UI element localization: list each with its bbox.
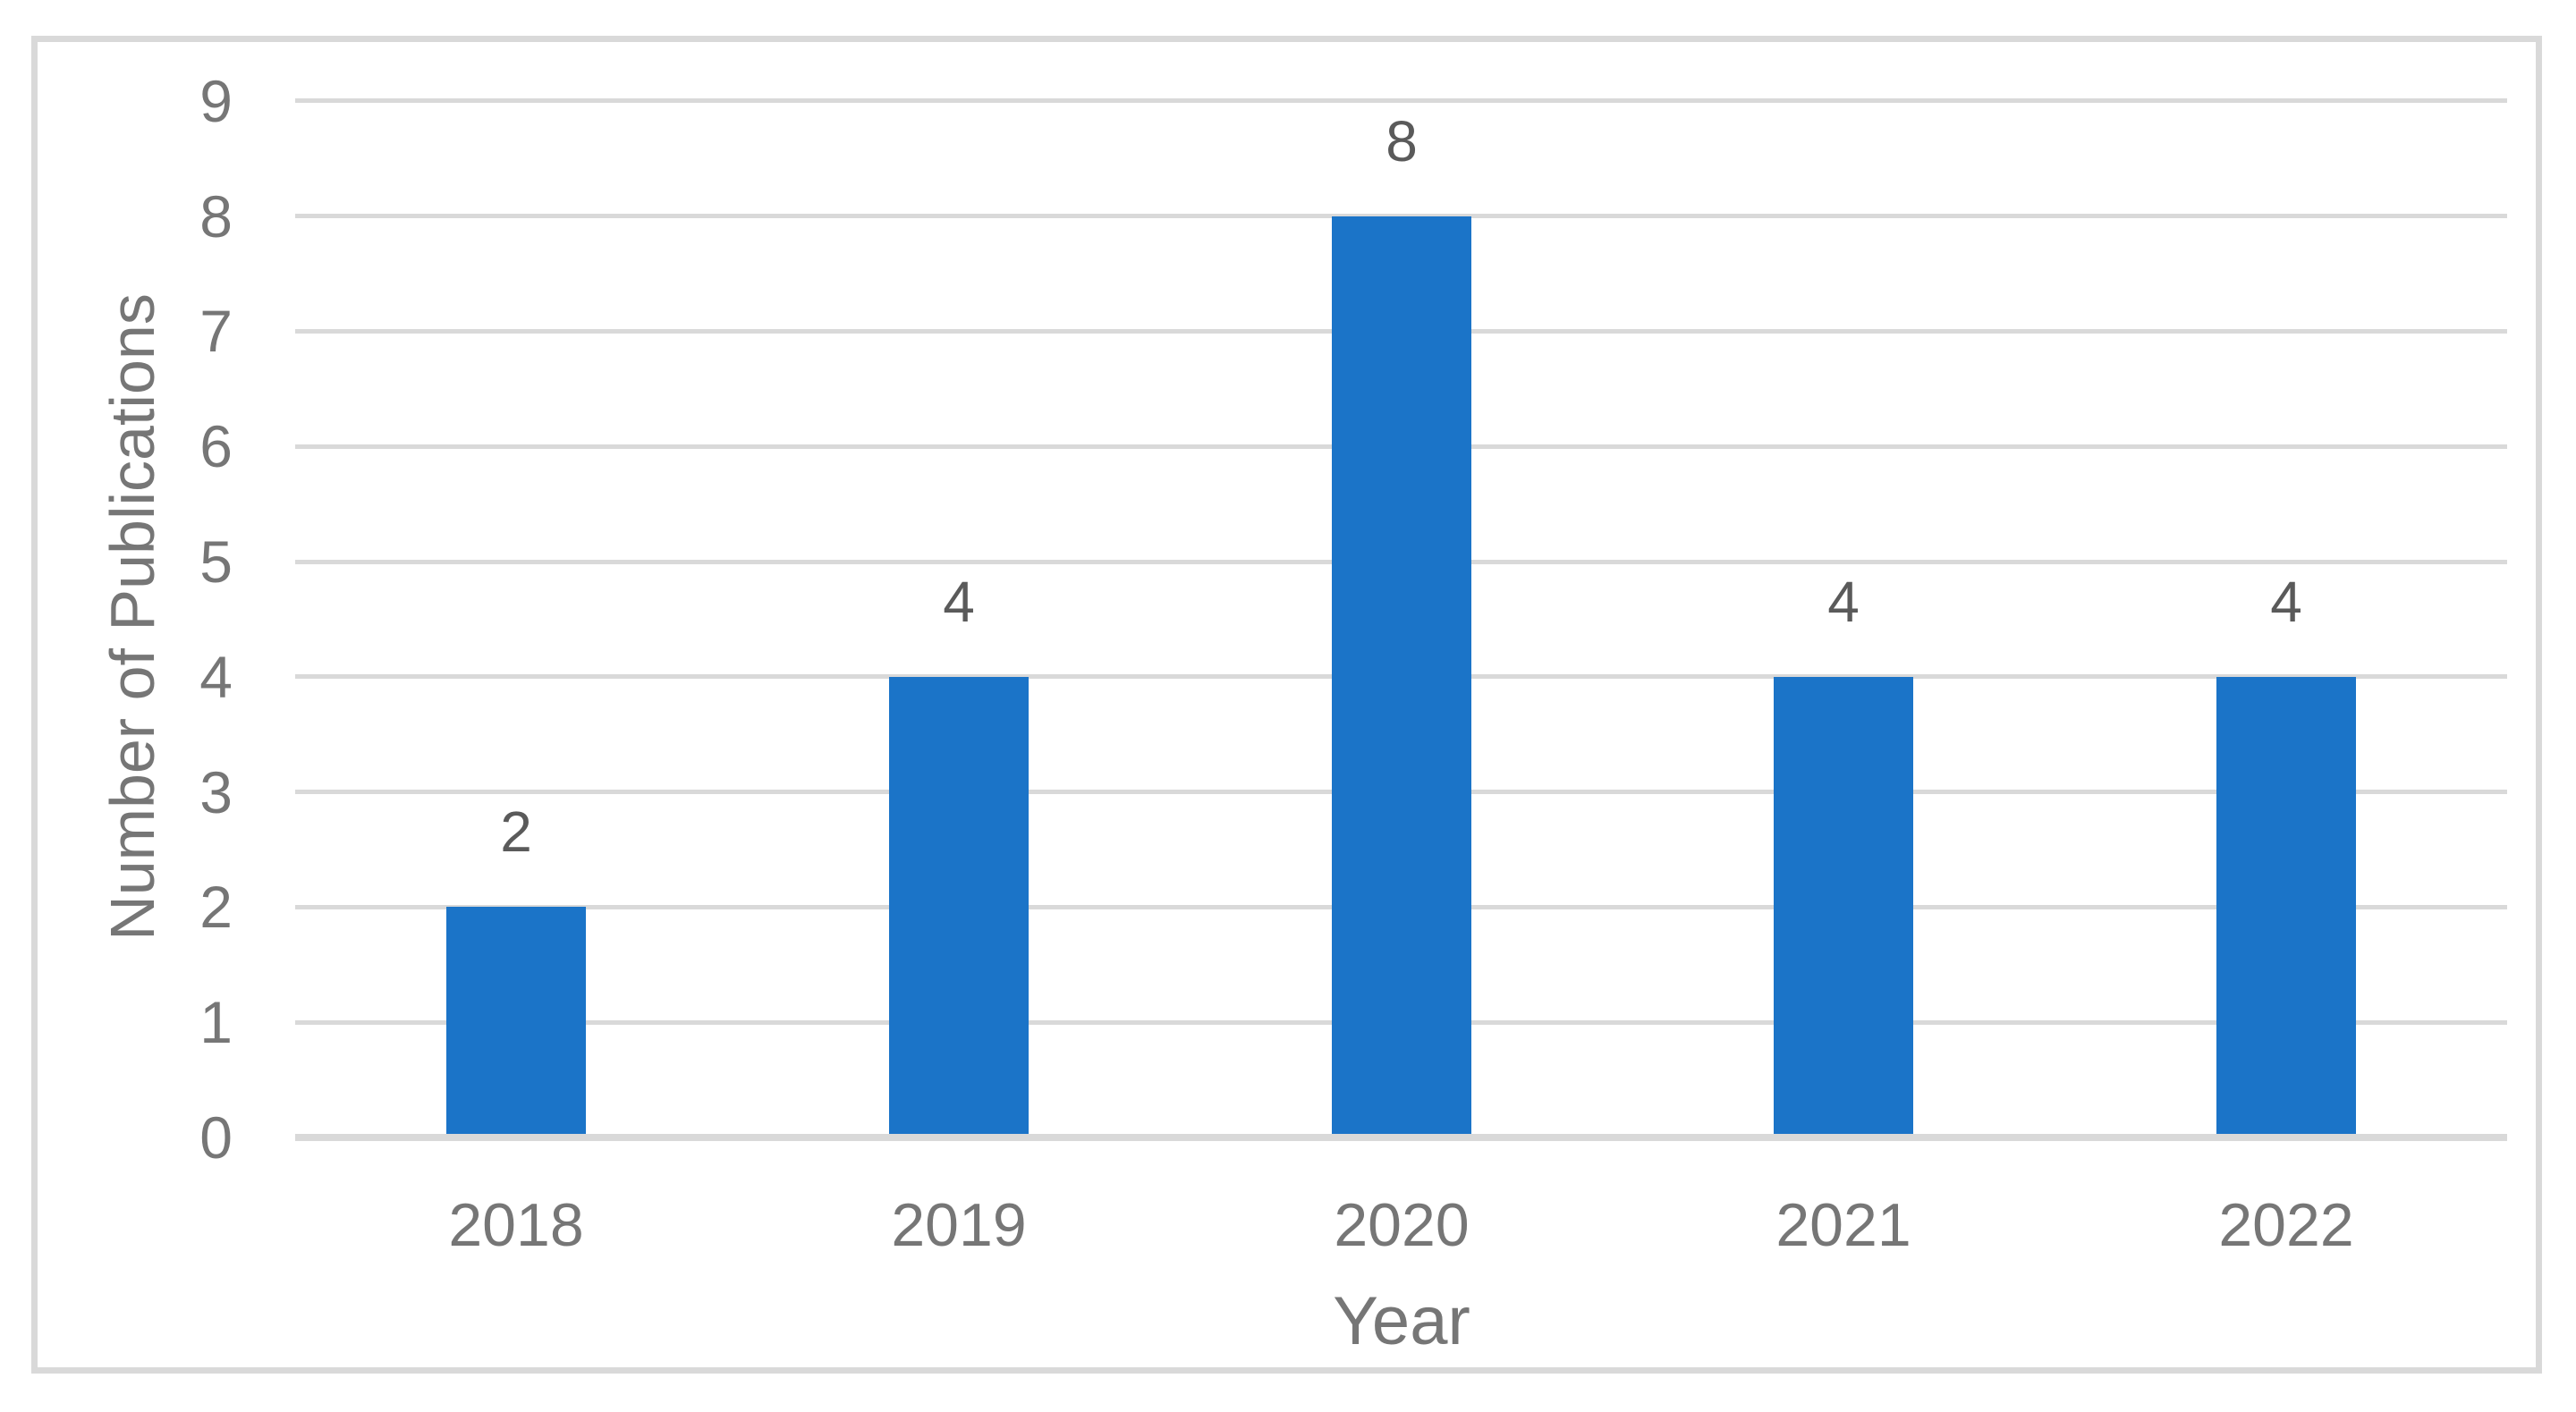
y-tick-label: 9 [199, 68, 233, 134]
y-tick-label: 2 [199, 874, 233, 940]
y-tick-label: 7 [199, 298, 233, 364]
y-tick-label: 6 [199, 413, 233, 479]
x-tick-label-2022: 2022 [2218, 1191, 2354, 1259]
bar-2018 [446, 907, 586, 1134]
data-label-2021: 4 [1827, 570, 1860, 634]
bar-2021 [1774, 677, 1913, 1134]
data-label-2020: 8 [1385, 109, 1418, 173]
y-tick-label: 8 [199, 183, 233, 249]
data-label-2019: 4 [943, 570, 975, 634]
gridline-y-9 [295, 98, 2507, 103]
x-tick-label-2021: 2021 [1775, 1191, 1911, 1259]
y-tick-label: 4 [199, 644, 233, 710]
bar-2022 [2216, 677, 2356, 1134]
y-tick-label: 5 [199, 528, 233, 595]
data-label-2018: 2 [500, 799, 532, 864]
data-label-2022: 4 [2270, 570, 2302, 634]
x-axis-line [295, 1134, 2507, 1141]
chart-outer-border [31, 36, 2542, 1374]
x-tick-label-2020: 2020 [1334, 1191, 1470, 1259]
y-tick-label: 0 [199, 1104, 233, 1171]
y-axis-title: Number of Publications [97, 293, 167, 941]
bar-2020 [1332, 216, 1471, 1134]
y-tick-label: 3 [199, 759, 233, 825]
x-tick-label-2018: 2018 [448, 1191, 584, 1259]
bar-2019 [889, 677, 1029, 1134]
gridline-y-8 [295, 214, 2507, 218]
y-tick-label: 1 [199, 989, 233, 1055]
x-axis-title: Year [1333, 1283, 1470, 1359]
x-tick-label-2019: 2019 [891, 1191, 1027, 1259]
